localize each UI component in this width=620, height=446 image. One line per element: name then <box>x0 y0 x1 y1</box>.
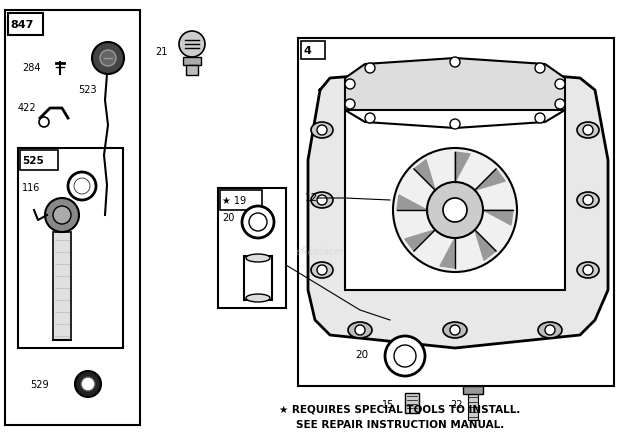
Polygon shape <box>414 160 435 190</box>
Text: 525: 525 <box>22 156 44 166</box>
Ellipse shape <box>577 262 599 278</box>
Circle shape <box>81 377 95 391</box>
Circle shape <box>365 63 375 73</box>
Circle shape <box>317 195 327 205</box>
Bar <box>53 232 71 340</box>
Circle shape <box>249 213 267 231</box>
Polygon shape <box>475 169 505 190</box>
Circle shape <box>583 265 593 275</box>
Circle shape <box>345 79 355 89</box>
Circle shape <box>555 79 565 89</box>
Polygon shape <box>308 68 608 348</box>
Polygon shape <box>475 230 496 260</box>
Circle shape <box>39 117 49 127</box>
Text: eReplacementParts.com: eReplacementParts.com <box>295 247 415 257</box>
Text: 20: 20 <box>222 213 234 223</box>
Bar <box>186 65 198 75</box>
Circle shape <box>53 206 71 224</box>
Circle shape <box>317 265 327 275</box>
Circle shape <box>394 345 416 367</box>
Bar <box>463 386 483 394</box>
Polygon shape <box>455 152 470 182</box>
Circle shape <box>242 206 274 238</box>
Text: 422: 422 <box>18 103 37 113</box>
Text: 22: 22 <box>450 400 463 410</box>
Circle shape <box>179 31 205 57</box>
Ellipse shape <box>311 262 333 278</box>
Circle shape <box>427 182 483 238</box>
Bar <box>8 13 43 35</box>
Ellipse shape <box>577 192 599 208</box>
Circle shape <box>583 195 593 205</box>
Text: SEE REPAIR INSTRUCTION MANUAL.: SEE REPAIR INSTRUCTION MANUAL. <box>296 420 504 430</box>
Bar <box>405 393 419 413</box>
Circle shape <box>345 99 355 109</box>
Ellipse shape <box>246 294 270 302</box>
Circle shape <box>535 113 545 123</box>
Circle shape <box>74 178 90 194</box>
Text: 116: 116 <box>22 183 40 193</box>
Text: 15: 15 <box>382 400 394 410</box>
Bar <box>183 57 201 65</box>
Circle shape <box>355 325 365 335</box>
Ellipse shape <box>577 122 599 138</box>
Polygon shape <box>483 210 513 225</box>
Ellipse shape <box>348 322 372 338</box>
Bar <box>20 150 58 170</box>
Polygon shape <box>397 195 427 210</box>
Text: 12: 12 <box>305 193 318 203</box>
Circle shape <box>450 57 460 67</box>
Ellipse shape <box>311 122 333 138</box>
Text: 21: 21 <box>155 47 167 57</box>
Text: ★ REQUIRES SPECIAL TOOLS TO INSTALL.: ★ REQUIRES SPECIAL TOOLS TO INSTALL. <box>280 405 521 415</box>
Bar <box>218 188 286 308</box>
Bar <box>220 190 262 210</box>
Polygon shape <box>440 238 455 268</box>
Ellipse shape <box>246 254 270 262</box>
Ellipse shape <box>311 192 333 208</box>
Circle shape <box>443 198 467 222</box>
Text: ★ 19: ★ 19 <box>222 196 246 206</box>
Bar <box>18 148 123 348</box>
Circle shape <box>100 50 116 66</box>
Polygon shape <box>345 58 565 128</box>
Circle shape <box>450 119 460 129</box>
Circle shape <box>365 113 375 123</box>
Circle shape <box>68 172 96 200</box>
Bar <box>298 38 614 386</box>
Circle shape <box>92 42 124 74</box>
Circle shape <box>393 148 517 272</box>
Bar <box>345 110 565 290</box>
Circle shape <box>385 336 425 376</box>
Ellipse shape <box>538 322 562 338</box>
Text: 847: 847 <box>10 20 33 30</box>
Ellipse shape <box>443 322 467 338</box>
Circle shape <box>545 325 555 335</box>
Circle shape <box>45 198 79 232</box>
Circle shape <box>555 99 565 109</box>
Circle shape <box>535 63 545 73</box>
Circle shape <box>583 125 593 135</box>
Polygon shape <box>405 230 435 251</box>
Circle shape <box>317 125 327 135</box>
Bar <box>301 41 325 59</box>
Text: 523: 523 <box>78 85 97 95</box>
Circle shape <box>75 371 101 397</box>
Text: 4: 4 <box>304 46 312 56</box>
Circle shape <box>450 325 460 335</box>
Text: 20: 20 <box>355 350 368 360</box>
Bar <box>244 256 272 300</box>
Bar <box>468 388 478 420</box>
Text: 529: 529 <box>30 380 48 390</box>
Text: 284: 284 <box>22 63 40 73</box>
Bar <box>5 10 140 425</box>
